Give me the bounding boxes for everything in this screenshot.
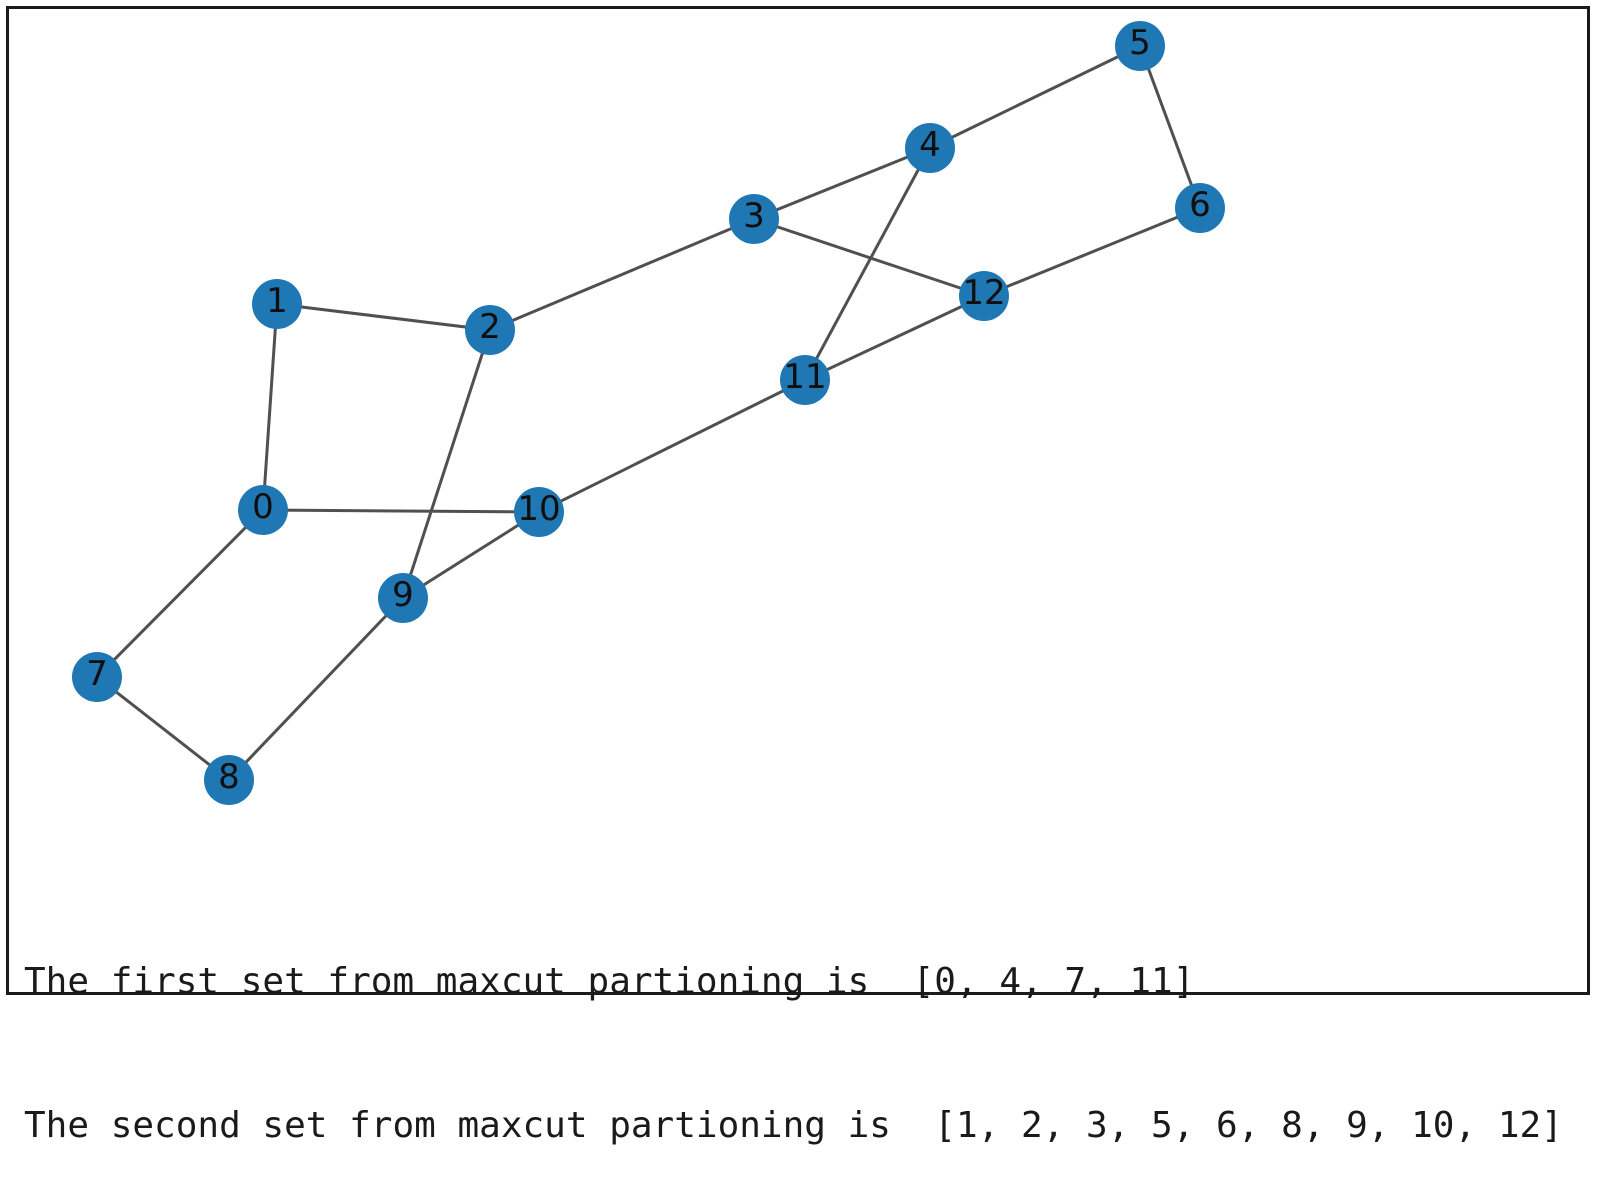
node-circle-5 — [1115, 21, 1165, 71]
node-circle-3 — [729, 194, 779, 244]
second-set-line: The second set from maxcut partioning is… — [24, 1105, 1563, 1146]
node-4: 4 — [905, 123, 955, 173]
edge-2-9 — [401, 329, 492, 599]
first-set-line: The first set from maxcut partioning is … — [24, 961, 1195, 1002]
node-7: 7 — [72, 652, 122, 702]
node-label-8: 8 — [218, 757, 240, 797]
edge-4-5 — [929, 44, 1141, 150]
output-text: The first set from maxcut partioning is … — [24, 862, 1563, 1198]
node-8: 8 — [204, 755, 254, 805]
edge-12-11 — [804, 294, 985, 382]
node-circle-9 — [378, 573, 428, 623]
node-circle-10 — [514, 487, 564, 537]
edge-2-3 — [489, 217, 755, 332]
node-circle-4 — [905, 123, 955, 173]
node-label-0: 0 — [252, 487, 274, 527]
node-circle-12 — [959, 271, 1009, 321]
node-label-2: 2 — [479, 307, 501, 347]
node-1: 1 — [252, 279, 302, 329]
edge-10-9 — [402, 510, 540, 600]
edge-5-6 — [1138, 45, 1202, 209]
node-circle-11 — [780, 355, 830, 405]
edge-0-10 — [262, 508, 540, 514]
node-2: 2 — [465, 305, 515, 355]
edges-layer — [95, 44, 1202, 782]
edge-9-8 — [227, 596, 405, 782]
node-circle-0 — [238, 485, 288, 535]
node-circle-8 — [204, 755, 254, 805]
edge-6-12 — [983, 206, 1201, 298]
node-circle-7 — [72, 652, 122, 702]
edge-8-7 — [96, 675, 230, 782]
node-11: 11 — [780, 355, 830, 405]
node-label-7: 7 — [86, 654, 108, 694]
node-label-11: 11 — [783, 357, 826, 397]
node-0: 0 — [238, 485, 288, 535]
node-label-5: 5 — [1129, 23, 1151, 63]
node-circle-6 — [1175, 183, 1225, 233]
node-12: 12 — [959, 271, 1009, 321]
node-label-4: 4 — [919, 125, 941, 165]
node-6: 6 — [1175, 183, 1225, 233]
node-label-6: 6 — [1189, 185, 1211, 225]
edge-11-10 — [538, 378, 806, 514]
node-10: 10 — [514, 487, 564, 537]
node-circle-1 — [252, 279, 302, 329]
node-9: 9 — [378, 573, 428, 623]
node-label-1: 1 — [266, 281, 288, 321]
node-label-9: 9 — [392, 575, 414, 615]
edge-3-4 — [753, 146, 931, 221]
node-circle-2 — [465, 305, 515, 355]
edge-0-1 — [261, 303, 279, 511]
node-label-3: 3 — [743, 196, 765, 236]
edge-1-2 — [276, 302, 491, 332]
edge-7-0 — [95, 508, 265, 679]
node-label-12: 12 — [962, 273, 1005, 313]
node-3: 3 — [729, 194, 779, 244]
edge-3-12 — [753, 217, 985, 298]
edge-4-11 — [803, 147, 932, 381]
node-5: 5 — [1115, 21, 1165, 71]
node-label-10: 10 — [517, 489, 560, 529]
